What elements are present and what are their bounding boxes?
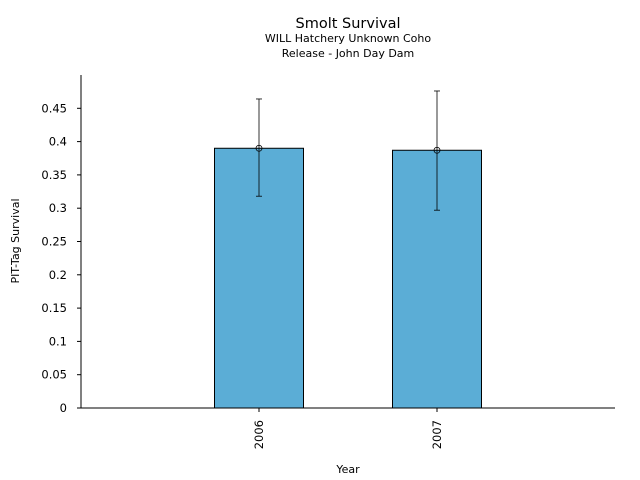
- y-axis-label: PIT-Tag Survival: [9, 198, 22, 283]
- chart-title: Smolt Survival: [296, 16, 401, 32]
- data-point-2006: [255, 144, 263, 152]
- y-tick-label: 0.35: [41, 168, 67, 182]
- y-tick-label: 0.25: [41, 235, 67, 249]
- y-tick-label: 0.15: [41, 301, 67, 315]
- y-tick-label: 0.05: [41, 368, 67, 382]
- y-tick-label: 0.45: [41, 101, 67, 115]
- x-tick-label-2007: 2007: [430, 420, 444, 449]
- x-axis-label: Year: [335, 463, 360, 476]
- y-tick-label: 0.1: [49, 334, 67, 348]
- x-tick-label-2006: 2006: [252, 420, 266, 449]
- y-tick-label: 0.4: [49, 135, 67, 149]
- y-tick-label: 0.3: [49, 201, 67, 215]
- chart-subtitle-line-1: WILL Hatchery Unknown Coho: [265, 32, 431, 45]
- y-tick-label: 0.2: [49, 268, 67, 282]
- chart-subtitle-line-2: Release - John Day Dam: [282, 47, 415, 60]
- data-point-2007: [433, 146, 441, 154]
- y-tick-label: 0: [60, 401, 67, 415]
- plot-area: 0 0.05 0.1 0.15 0.2 0.25 0.3 0.35 0.4 0.45 2006 200…: [41, 90, 482, 449]
